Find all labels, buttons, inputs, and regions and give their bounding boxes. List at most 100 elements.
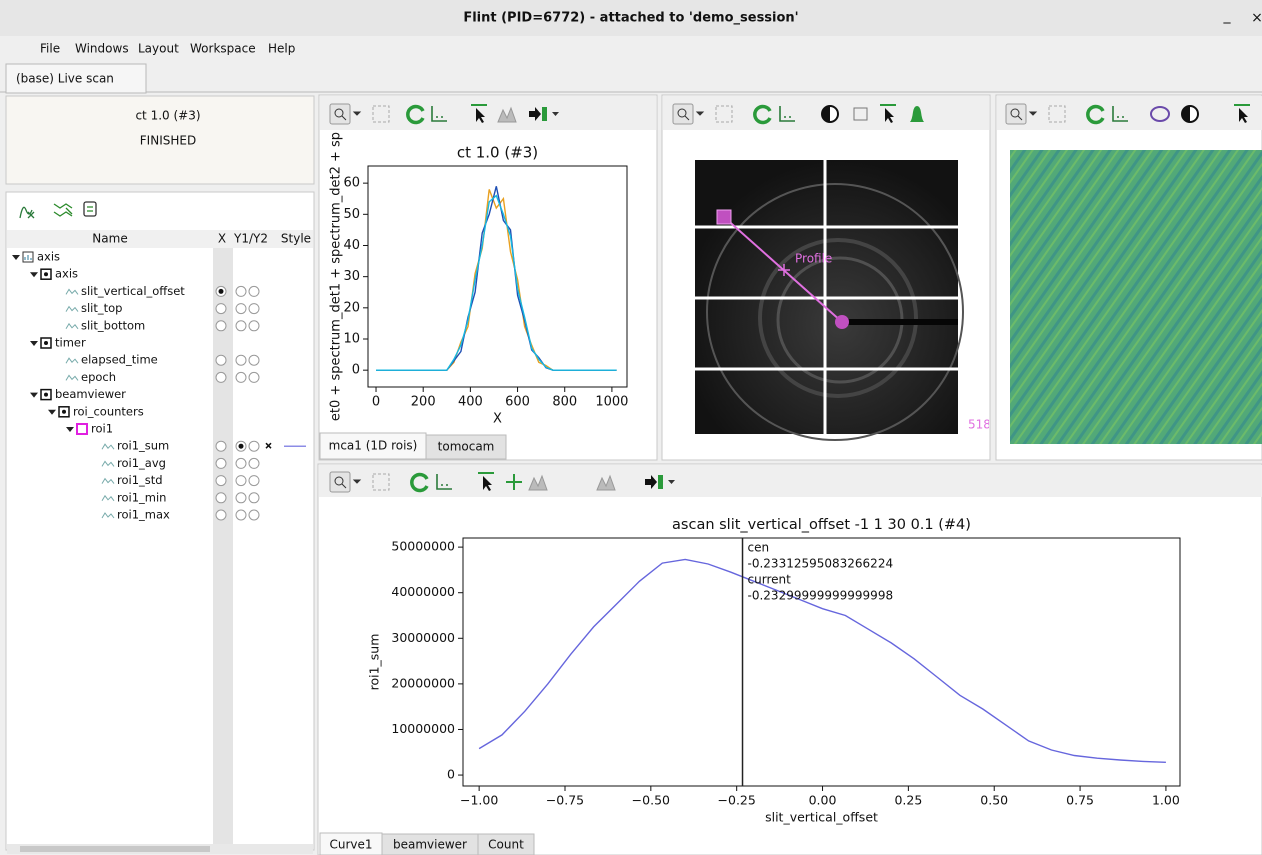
tree-label[interactable]: beamviewer <box>55 387 126 401</box>
window-title: Flint (PID=6772) - attached to 'demo_ses… <box>463 11 798 26</box>
tree-label[interactable]: axis <box>37 250 60 264</box>
radio-dot[interactable] <box>239 444 244 449</box>
edge-label: 518 <box>968 418 991 432</box>
marker-annotation: -0.23312595083266224 <box>748 557 894 571</box>
radio-button[interactable] <box>249 441 259 451</box>
tree-label[interactable]: elapsed_time <box>81 353 158 367</box>
y-tick-label: 30000000 <box>391 630 455 645</box>
radio-button[interactable] <box>249 476 259 486</box>
menu-item[interactable]: Help <box>268 42 295 56</box>
device-icon <box>44 341 48 345</box>
radio-button[interactable] <box>249 458 259 468</box>
radio-button[interactable] <box>236 304 246 314</box>
column-header[interactable]: Name <box>92 232 127 246</box>
x-tick-label: −0.75 <box>546 793 584 808</box>
beam-image: Profile 518 <box>695 160 991 440</box>
x-column-bg <box>213 248 233 844</box>
radio-button[interactable] <box>236 476 246 486</box>
tree-label[interactable]: epoch <box>81 370 116 384</box>
radio-button[interactable] <box>249 510 259 520</box>
tab-label[interactable]: Curve1 <box>329 838 372 852</box>
tab-label[interactable]: beamviewer <box>393 838 467 852</box>
scrollbar-handle[interactable] <box>20 846 210 852</box>
tab-label[interactable]: tomocam <box>438 440 495 454</box>
tree-label[interactable]: roi1_max <box>117 508 170 522</box>
radio-button[interactable] <box>216 321 226 331</box>
column-header[interactable]: X <box>218 232 226 246</box>
tab-label[interactable]: (base) Live scan <box>16 72 114 86</box>
icon-button[interactable] <box>330 104 350 124</box>
radio-button[interactable] <box>216 372 226 382</box>
y-tick-label: 0 <box>352 363 360 378</box>
x-tick-label: 0.25 <box>894 793 922 808</box>
y-tick-label: 20 <box>343 300 360 315</box>
radio-button[interactable] <box>216 441 226 451</box>
y-tick-label: 20000000 <box>391 675 455 690</box>
menu-item[interactable]: File <box>40 42 60 56</box>
radio-button[interactable] <box>216 304 226 314</box>
device-icon <box>44 393 48 397</box>
icon-button[interactable] <box>1006 104 1026 124</box>
tree-label[interactable]: roi1_min <box>117 490 166 504</box>
radio-button[interactable] <box>249 493 259 503</box>
radio-button[interactable] <box>216 458 226 468</box>
menu-item[interactable]: Layout <box>138 42 179 56</box>
radio-button[interactable] <box>249 372 259 382</box>
column-header[interactable]: Style <box>281 232 311 246</box>
profile-label: Profile <box>795 252 832 266</box>
tree-label[interactable]: roi1_std <box>117 473 163 487</box>
scan-state: FINISHED <box>140 134 196 148</box>
tab-label[interactable]: Count <box>488 838 524 852</box>
y-tick-label: 40000000 <box>391 584 455 599</box>
icon[interactable] <box>658 475 663 489</box>
radio-button[interactable] <box>249 304 259 314</box>
profile-handle[interactable] <box>835 315 849 329</box>
tree-label[interactable]: timer <box>55 336 86 350</box>
icon[interactable] <box>542 107 547 121</box>
radio-button[interactable] <box>249 355 259 365</box>
tab-label[interactable]: mca1 (1D rois) <box>329 439 418 453</box>
tree-label[interactable]: roi1 <box>91 422 113 436</box>
menu-item[interactable]: Windows <box>75 42 129 56</box>
tree-label[interactable]: slit_bottom <box>81 318 145 332</box>
radio-dot[interactable] <box>219 289 224 294</box>
radio-button[interactable] <box>216 493 226 503</box>
close-button[interactable]: × <box>1251 10 1262 26</box>
tree-label[interactable]: roi1_sum <box>117 439 169 453</box>
radio-button[interactable] <box>236 321 246 331</box>
y-tick-label: 10000000 <box>391 721 455 736</box>
tree-label[interactable]: slit_top <box>81 301 123 315</box>
radio-button[interactable] <box>216 476 226 486</box>
icon-button[interactable] <box>330 472 350 492</box>
scan-name: ct 1.0 (#3) <box>135 109 200 123</box>
device-icon <box>62 410 66 414</box>
y-axis-label: roi1_sum <box>367 634 382 691</box>
radio-button[interactable] <box>236 510 246 520</box>
radio-button[interactable] <box>216 510 226 520</box>
x-tick-label: 0 <box>372 395 380 410</box>
menu-item[interactable]: Workspace <box>190 42 256 56</box>
tree-label[interactable]: roi_counters <box>73 404 144 418</box>
x-tick-label: 800 <box>552 395 577 410</box>
y-tick-label: 40 <box>343 238 360 253</box>
tree-label[interactable]: roi1_avg <box>117 456 166 470</box>
image <box>1010 150 1262 444</box>
radio-button[interactable] <box>249 286 259 296</box>
tree-label[interactable]: axis <box>55 267 78 281</box>
tree-label[interactable]: slit_vertical_offset <box>81 284 185 298</box>
icon-button[interactable] <box>673 104 693 124</box>
minimize-button[interactable]: _ <box>1223 8 1232 24</box>
radio-button[interactable] <box>236 286 246 296</box>
plot-title: ascan slit_vertical_offset -1 1 30 0.1 (… <box>672 517 971 533</box>
marker-annotation: -0.23299999999999998 <box>748 589 894 603</box>
profile-handle[interactable] <box>717 210 731 224</box>
radio-button[interactable] <box>216 355 226 365</box>
column-header[interactable]: Y1/Y2 <box>233 232 268 246</box>
radio-button[interactable] <box>236 458 246 468</box>
radio-button[interactable] <box>236 372 246 382</box>
radio-button[interactable] <box>236 355 246 365</box>
radio-button[interactable] <box>236 493 246 503</box>
flint-window: Flint (PID=6772) - attached to 'demo_ses… <box>0 0 1262 855</box>
radio-button[interactable] <box>249 321 259 331</box>
x-axis-label: X <box>493 412 502 427</box>
